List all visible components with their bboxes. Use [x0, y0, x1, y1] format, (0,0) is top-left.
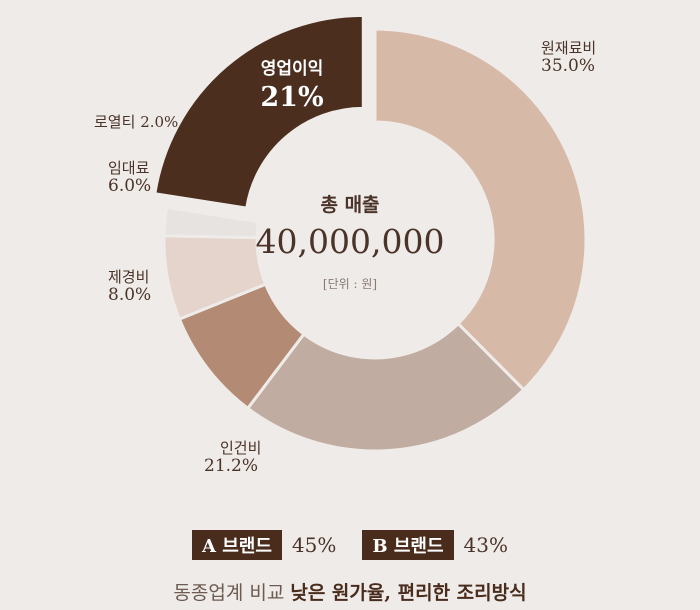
label-royalty: 로열티 2.0%	[94, 113, 179, 131]
highlight-slice-name: 영업이익	[260, 59, 324, 79]
center-title: 총 매출	[320, 194, 380, 216]
label-royalty-value: 2.0%	[140, 113, 179, 131]
slice-labor	[245, 321, 526, 453]
label-overhead-value: 8.0%	[108, 285, 152, 306]
label-rent-name: 임대료	[108, 159, 150, 177]
brand-b-badge: B 브랜드	[362, 530, 454, 560]
center-total: 40,000,000	[255, 222, 445, 261]
label-labor-name: 인건비	[220, 439, 262, 457]
label-rent: 임대료 6.0%	[108, 159, 152, 197]
center-unit: [단위 : 원]	[322, 277, 378, 291]
tagline-normal: 동종업계 비교	[173, 582, 285, 604]
label-overhead-name: 제경비	[108, 268, 150, 286]
label-raw-materials: 원재료비 35.0%	[541, 39, 597, 77]
highlight-slice-value: 21%	[260, 82, 324, 113]
label-overhead: 제경비 8.0%	[108, 268, 152, 306]
label-rent-value: 6.0%	[108, 176, 152, 197]
brand-b-value: 43%	[463, 533, 508, 557]
slice-royalty	[162, 205, 261, 240]
tagline: 동종업계 비교 낮은 원가율, 편리한 조리방식	[0, 578, 700, 605]
slice-operating-profit	[153, 13, 365, 210]
label-royalty-name: 로열티	[94, 113, 136, 131]
label-raw-materials-value: 35.0%	[541, 56, 596, 77]
brand-a-value: 45%	[291, 533, 337, 557]
slice-raw-materials	[373, 27, 588, 392]
label-labor: 인건비 21.2%	[204, 439, 262, 477]
brand-comparison: A 브랜드 45% B 브랜드 43%	[0, 530, 700, 560]
brand-a-badge: A 브랜드	[192, 530, 282, 560]
label-labor-value: 21.2%	[204, 456, 259, 477]
tagline-strong: 낮은 원가율, 편리한 조리방식	[290, 582, 527, 604]
label-raw-materials-name: 원재료비	[541, 39, 597, 57]
